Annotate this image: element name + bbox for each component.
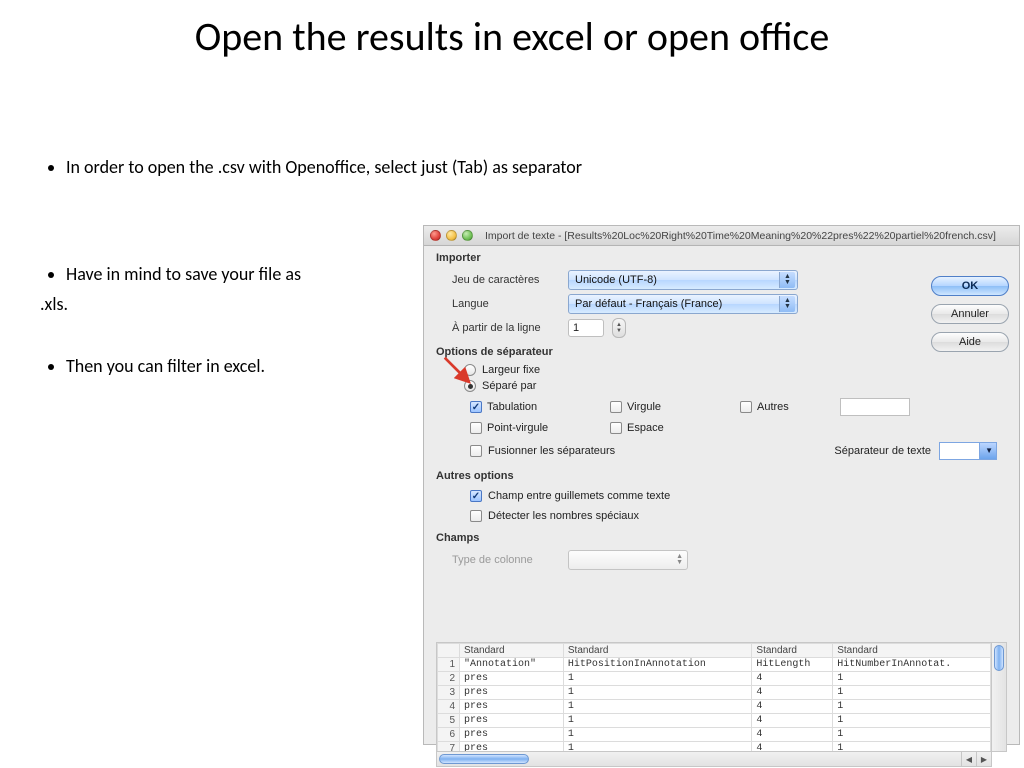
comma-label: Virgule (627, 401, 661, 413)
preview-table-wrap: Standard Standard Standard Standard 1"An… (436, 642, 1007, 752)
horizontal-scrollbar[interactable]: ◀ ▶ (436, 752, 992, 767)
table-row[interactable]: 5pres141 (438, 714, 991, 728)
other-checkbox[interactable] (740, 401, 752, 413)
table-row[interactable]: 6pres141 (438, 728, 991, 742)
language-select[interactable]: Par défaut - Français (France) ▲▼ (568, 294, 798, 314)
zoom-icon[interactable] (462, 230, 473, 241)
comma-checkbox[interactable] (610, 401, 622, 413)
close-icon[interactable] (430, 230, 441, 241)
detect-numbers-label: Détecter les nombres spéciaux (488, 510, 639, 522)
column-type-select: ▲▼ (568, 550, 688, 570)
tab-label: Tabulation (487, 401, 537, 413)
fields-header: Champs (424, 526, 1019, 548)
minimize-icon[interactable] (446, 230, 457, 241)
slide-title: Open the results in excel or open office (0, 0, 1024, 60)
import-text-dialog: Import de texte - [Results%20Loc%20Right… (423, 225, 1020, 745)
vertical-scrollbar[interactable] (991, 643, 1006, 751)
text-separator-select[interactable] (939, 442, 997, 460)
ok-button[interactable]: OK (931, 276, 1009, 296)
chevron-updown-icon: ▲▼ (779, 272, 795, 288)
detect-numbers-checkbox[interactable] (470, 510, 482, 522)
charset-label: Jeu de caractères (452, 274, 560, 286)
semicolon-checkbox[interactable] (470, 422, 482, 434)
bullet-save-as-cont: .xls. (36, 293, 436, 315)
other-separator-input[interactable] (840, 398, 910, 416)
table-row[interactable]: 4pres141 (438, 700, 991, 714)
slide-body: In order to open the .csv with Openoffic… (36, 156, 436, 384)
charset-select[interactable]: Unicode (UTF-8) ▲▼ (568, 270, 798, 290)
quoted-text-checkbox[interactable] (470, 490, 482, 502)
column-type-label: Type de colonne (452, 554, 560, 566)
other-label: Autres (757, 401, 789, 413)
quoted-text-label: Champ entre guillemets comme texte (488, 490, 670, 502)
separated-by-label: Séparé par (482, 380, 536, 392)
table-row[interactable]: 1"Annotation"HitPositionInAnnotationHitL… (438, 658, 991, 672)
titlebar: Import de texte - [Results%20Loc%20Right… (424, 226, 1019, 246)
bullet-separator: In order to open the .csv with Openoffic… (66, 156, 786, 179)
chevron-updown-icon: ▲▼ (779, 296, 795, 312)
cancel-button[interactable]: Annuler (931, 304, 1009, 324)
from-line-label: À partir de la ligne (452, 322, 560, 334)
from-line-stepper[interactable]: ▲▼ (612, 318, 626, 338)
scroll-right-icon[interactable]: ▶ (976, 752, 991, 766)
separator-header: Options de séparateur (424, 340, 1019, 362)
text-separator-label: Séparateur de texte (834, 445, 931, 457)
fixed-width-label: Largeur fixe (482, 364, 540, 376)
window-title: Import de texte - [Results%20Loc%20Right… (485, 230, 996, 242)
bullet-filter: Then you can filter in excel. (66, 355, 436, 378)
fixed-width-radio[interactable] (464, 364, 476, 376)
help-button[interactable]: Aide (931, 332, 1009, 352)
separated-by-radio[interactable] (464, 380, 476, 392)
table-row[interactable]: 2pres141 (438, 672, 991, 686)
scroll-left-icon[interactable]: ◀ (961, 752, 976, 766)
space-label: Espace (627, 422, 664, 434)
tab-checkbox[interactable] (470, 401, 482, 413)
from-line-input[interactable]: 1 (568, 319, 604, 337)
importer-header: Importer (424, 246, 1019, 268)
bullet-save-as: Have in mind to save your file as (66, 263, 436, 286)
other-options-header: Autres options (424, 464, 1019, 486)
space-checkbox[interactable] (610, 422, 622, 434)
preview-table[interactable]: Standard Standard Standard Standard 1"An… (437, 643, 991, 751)
semicolon-label: Point-virgule (487, 422, 548, 434)
merge-label: Fusionner les séparateurs (488, 445, 615, 457)
merge-checkbox[interactable] (470, 445, 482, 457)
table-row[interactable]: 3pres141 (438, 686, 991, 700)
language-label: Langue (452, 298, 560, 310)
table-row[interactable]: 7pres141 (438, 742, 991, 752)
